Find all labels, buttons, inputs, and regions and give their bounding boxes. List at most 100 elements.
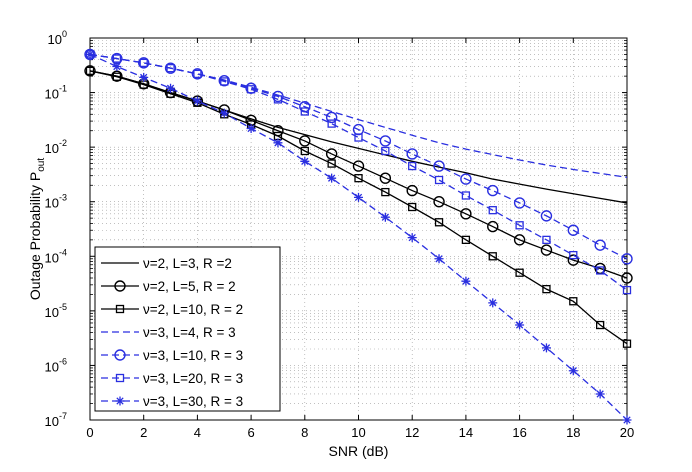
data-point-marker	[434, 175, 444, 185]
x-tick-label: 16	[512, 425, 526, 440]
series-layer	[84, 48, 633, 425]
data-point-marker	[406, 184, 418, 197]
data-point-marker	[567, 254, 579, 266]
y-tick-label: 10-4	[45, 247, 67, 265]
data-point-marker	[327, 159, 336, 168]
data-point-marker	[115, 373, 125, 383]
data-point-marker	[407, 233, 417, 243]
data-point-marker	[515, 320, 525, 330]
data-point-marker	[139, 72, 149, 82]
legend-label: ν=3, L=30, R = 3	[143, 394, 243, 409]
y-axis-label-main: Outage Probability P	[27, 172, 43, 300]
data-point-marker	[381, 146, 390, 156]
series-7	[85, 49, 632, 425]
data-point-marker	[114, 349, 126, 361]
data-point-marker	[461, 235, 471, 245]
data-point-marker	[354, 133, 363, 142]
data-point-marker	[379, 172, 392, 184]
x-tick-label: 8	[301, 425, 308, 440]
data-point-marker	[568, 366, 578, 376]
data-point-marker	[594, 239, 606, 251]
y-tick-label: 10-5	[45, 302, 67, 320]
data-point-marker	[192, 96, 202, 106]
series-2	[84, 65, 633, 284]
legend-entry: ν=2, L=5, R = 2	[101, 279, 236, 294]
series-line	[89, 70, 628, 279]
data-point-marker	[300, 156, 310, 166]
data-point-marker	[164, 62, 177, 74]
data-point-marker	[460, 208, 472, 220]
data-point-marker	[84, 48, 96, 61]
data-point-marker	[515, 268, 524, 277]
x-tick-label: 20	[620, 425, 634, 440]
data-point-marker	[488, 252, 497, 261]
data-point-marker	[622, 415, 632, 425]
data-point-marker	[325, 148, 338, 160]
data-point-marker	[513, 234, 526, 246]
data-point-marker	[115, 396, 125, 406]
data-point-marker	[193, 69, 202, 79]
x-tick-label: 0	[86, 425, 93, 440]
data-point-marker	[84, 65, 96, 77]
x-tick-label: 12	[405, 425, 419, 440]
data-point-marker	[461, 276, 471, 286]
data-point-marker	[567, 224, 579, 236]
data-point-marker	[325, 111, 338, 124]
legend-label: ν=2, L=10, R = 2	[143, 302, 243, 317]
data-point-marker	[408, 161, 417, 171]
legend-entry: ν=3, L=10, R = 3	[101, 348, 243, 363]
data-point-marker	[114, 280, 126, 292]
data-point-marker	[460, 173, 472, 185]
data-point-marker	[541, 343, 551, 353]
data-point-marker	[327, 173, 337, 183]
data-point-marker	[218, 75, 230, 87]
data-point-marker	[461, 191, 471, 200]
data-point-marker	[246, 85, 256, 94]
legend-label: ν=3, L=10, R = 3	[143, 348, 243, 363]
data-point-marker	[112, 72, 121, 81]
y-tick-label: 100	[48, 29, 67, 47]
legend-label: ν=2, L=3, R =2	[143, 256, 232, 271]
y-tick-label: 10-2	[45, 138, 67, 156]
y-axis-label-subscript: out	[36, 158, 47, 172]
data-point-marker	[380, 212, 390, 222]
x-tick-label: 2	[140, 425, 147, 440]
data-point-marker	[273, 138, 283, 148]
data-point-marker	[621, 253, 633, 265]
data-point-marker	[621, 272, 633, 284]
data-point-marker	[354, 192, 363, 202]
data-point-marker	[379, 135, 392, 147]
data-point-marker	[540, 210, 553, 222]
y-tick-label: 10-7	[45, 411, 67, 429]
legend-entry: ν=3, L=20, R = 3	[101, 371, 243, 386]
data-point-marker	[433, 196, 445, 208]
data-point-marker	[596, 266, 605, 275]
series-line	[89, 70, 628, 345]
series-6	[85, 50, 632, 295]
data-point-marker	[434, 254, 444, 264]
data-point-marker	[513, 197, 526, 209]
x-tick-label: 6	[247, 425, 254, 440]
data-point-marker	[115, 304, 125, 314]
legend-entry: ν=2, L=3, R =2	[101, 256, 232, 271]
x-tick-label: 14	[459, 425, 473, 440]
data-point-marker	[487, 184, 499, 197]
y-tick-label: 10-6	[45, 356, 67, 374]
legend-box	[94, 246, 281, 412]
x-tick-label: 4	[194, 425, 201, 440]
data-point-marker	[433, 160, 445, 172]
data-point-marker	[434, 218, 444, 227]
data-point-marker	[299, 135, 311, 147]
data-point-marker	[139, 58, 148, 68]
legend: ν=2, L=3, R =2 ν=2, L=5, R = 2 ν=2, L=10, …	[94, 246, 281, 412]
data-point-marker	[352, 160, 365, 172]
data-point-marker	[246, 123, 256, 133]
data-point-marker	[622, 285, 632, 295]
x-tick-label: 10	[351, 425, 365, 440]
data-point-marker	[542, 235, 551, 245]
data-point-marker	[166, 64, 175, 73]
data-point-marker	[219, 108, 229, 118]
data-point-marker	[191, 68, 204, 80]
data-point-marker	[273, 95, 283, 104]
data-point-marker	[408, 202, 417, 212]
